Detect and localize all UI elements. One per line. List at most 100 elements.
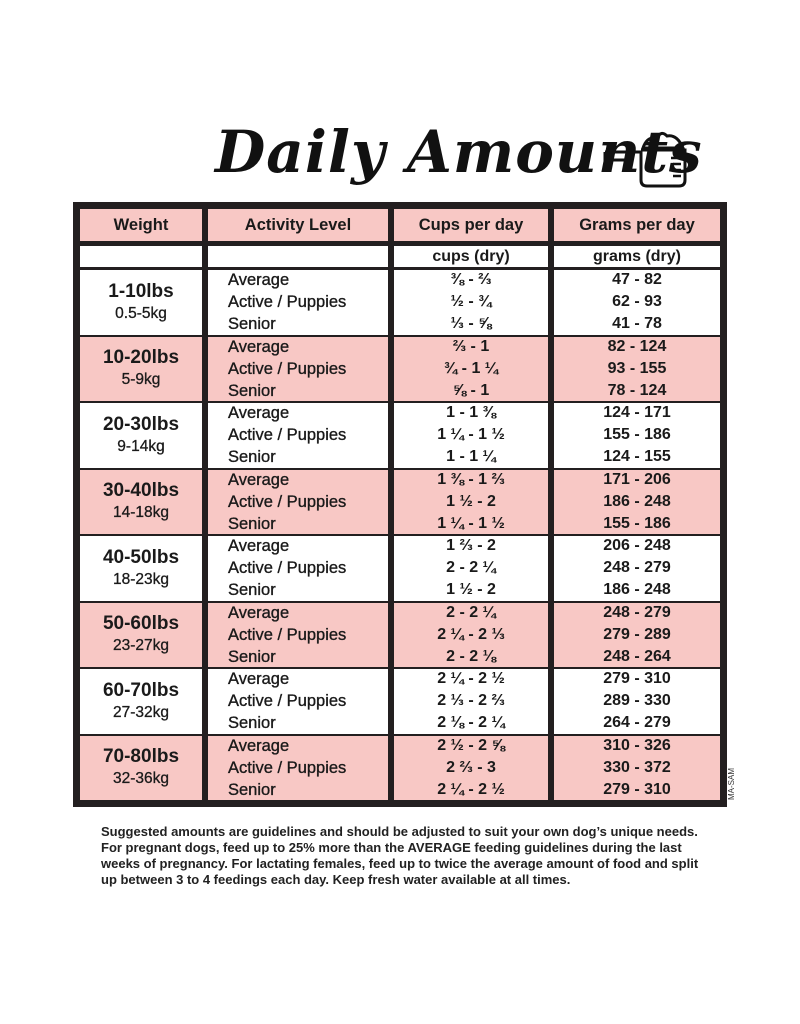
weight-kg: 5-9kg: [121, 371, 161, 389]
activity-level: Average: [228, 404, 290, 423]
weight-kg: 18-23kg: [112, 570, 169, 588]
activity-level: Average: [228, 670, 290, 689]
cups-value: 1 ½ - 2: [446, 492, 496, 510]
activity-level: Senior: [228, 514, 276, 533]
cups-value: 1 ¼ - 1 ½: [437, 426, 505, 444]
cups-value: 2 ¼ - 2 ½: [437, 780, 505, 798]
measuring-cup-icon: [603, 131, 687, 188]
cups-cell: 2 - 2 ¼ 2 ¼ - 2 ⅓ 2 - 2 ⅛: [394, 602, 548, 667]
activity-level: Average: [228, 736, 290, 755]
activity-level: Senior: [228, 448, 276, 467]
activity-cell: Average Active / Puppies Senior: [208, 403, 388, 468]
activity-cell: Average Active / Puppies Senior: [208, 469, 388, 534]
weight-lbs: 20-30lbs: [102, 413, 180, 435]
activity-level: Average: [228, 271, 290, 290]
activity-level: Active / Puppies: [228, 359, 347, 378]
cups-value: 1 ⅔ - 2: [446, 537, 496, 555]
grams-value: 124 - 171: [603, 404, 671, 422]
weight-cell: 10-20lbs 5-9kg: [80, 336, 202, 401]
feeding-table: Weight Activity Level Cups per day Grams…: [73, 202, 727, 807]
weight-cell: 20-30lbs 9-14kg: [80, 403, 202, 468]
activity-cell: Average Active / Puppies Senior: [208, 536, 388, 601]
cups-value: 1 - 1 ⅜: [446, 404, 496, 422]
activity-level: Senior: [228, 581, 276, 600]
grams-value: 248 - 279: [603, 603, 671, 621]
activity-level: Senior: [228, 381, 276, 400]
weight-kg: 14-18kg: [112, 504, 169, 522]
activity-level: Active / Puppies: [228, 492, 347, 511]
cups-cell: 1 ⅜ - 1 ⅔ 1 ½ - 2 1 ¼ - 1 ½: [394, 469, 548, 534]
grams-value: 47 - 82: [612, 271, 662, 289]
header-cups-per-day: Cups per day: [394, 209, 548, 241]
grams-value: 248 - 279: [603, 559, 671, 577]
weight-cell: 50-60lbs 23-27kg: [80, 602, 202, 667]
cups-value: 2 ½ - 2 ⅝: [437, 736, 505, 754]
grams-value: 279 - 310: [603, 780, 671, 798]
grams-value: 93 - 155: [607, 359, 667, 377]
cups-cell: 1 ⅔ - 2 2 - 2 ¼ 1 ½ - 2: [394, 536, 548, 601]
grams-value: 310 - 326: [603, 736, 671, 754]
grams-value: 279 - 310: [603, 670, 671, 688]
weight-lbs: 60-70lbs: [102, 679, 180, 701]
activity-level: Active / Puppies: [228, 625, 347, 644]
activity-cell: Average Active / Puppies Senior: [208, 336, 388, 401]
weight-kg: 32-36kg: [112, 770, 169, 788]
cups-value: ⅔ - 1: [452, 337, 490, 355]
cups-value: 2 - 2 ⅛: [446, 647, 496, 665]
weight-kg: 27-32kg: [112, 703, 169, 721]
weight-kg: 23-27kg: [112, 637, 169, 655]
cups-value: ¾ - 1 ¼: [443, 359, 499, 377]
cups-value: 2 - 2 ¼: [446, 603, 496, 621]
grams-cell: 279 - 310 289 - 330 264 - 279: [554, 669, 720, 734]
activity-level: Active / Puppies: [228, 692, 347, 711]
grams-value: 264 - 279: [603, 714, 671, 732]
grams-value: 155 - 186: [603, 514, 671, 532]
activity-level: Senior: [228, 315, 276, 334]
activity-level: Senior: [228, 714, 276, 733]
weight-lbs: 30-40lbs: [102, 480, 180, 502]
cups-value: 2 ⅓ - 2 ⅔: [437, 692, 505, 710]
grams-cell: 82 - 124 93 - 155 78 - 124: [554, 336, 720, 401]
grams-value: 41 - 78: [612, 315, 662, 333]
activity-level: Senior: [228, 780, 276, 799]
subheader-empty: [80, 246, 202, 267]
activity-level: Active / Puppies: [228, 758, 347, 777]
header-grams-per-day: Grams per day: [554, 209, 720, 241]
grams-cell: 310 - 326 330 - 372 279 - 310: [554, 735, 720, 800]
footnote: Suggested amounts are guidelines and sho…: [101, 824, 699, 887]
weight-lbs: 10-20lbs: [102, 347, 180, 369]
activity-level: Average: [228, 470, 290, 489]
weight-lbs: 70-80lbs: [102, 746, 180, 768]
cups-value: 2 ¼ - 2 ½: [437, 670, 505, 688]
activity-level: Active / Puppies: [228, 426, 347, 445]
weight-cell: 30-40lbs 14-18kg: [80, 469, 202, 534]
cups-value: ⅜ - ⅔: [450, 271, 492, 289]
grams-value: 155 - 186: [603, 426, 671, 444]
activity-level: Average: [228, 537, 290, 556]
cups-cell: 2 ½ - 2 ⅝ 2 ⅔ - 3 2 ¼ - 2 ½: [394, 735, 548, 800]
activity-cell: Average Active / Puppies Senior: [208, 735, 388, 800]
cups-value: 2 ⅛ - 2 ¼: [437, 714, 505, 732]
weight-cell: 40-50lbs 18-23kg: [80, 536, 202, 601]
cups-value: 1 ¼ - 1 ½: [437, 514, 505, 532]
weight-kg: 0.5-5kg: [115, 304, 167, 322]
grams-value: 279 - 289: [603, 625, 671, 643]
grams-value: 78 - 124: [607, 381, 667, 399]
activity-cell: Average Active / Puppies Senior: [208, 602, 388, 667]
activity-level: Average: [228, 603, 290, 622]
grams-value: 186 - 248: [603, 581, 671, 599]
credit: MA-SAM: [727, 768, 736, 800]
activity-level: Active / Puppies: [228, 293, 347, 312]
grams-value: 82 - 124: [607, 337, 667, 355]
cups-value: 1 ½ - 2: [446, 581, 496, 599]
cups-cell: ⅜ - ⅔ ½ - ¾ ⅓ - ⅝: [394, 270, 548, 335]
cups-cell: ⅔ - 1 ¾ - 1 ¼ ⅝ - 1: [394, 336, 548, 401]
grams-cell: 47 - 82 62 - 93 41 - 78: [554, 270, 720, 335]
cups-value: ⅓ - ⅝: [450, 315, 492, 333]
weight-cell: 1-10lbs 0.5-5kg: [80, 270, 202, 335]
grams-value: 171 - 206: [603, 470, 671, 488]
weight-kg: 9-14kg: [117, 437, 165, 455]
cups-cell: 1 - 1 ⅜ 1 ¼ - 1 ½ 1 - 1 ¼: [394, 403, 548, 468]
header-weight: Weight: [80, 209, 202, 241]
activity-cell: Average Active / Puppies Senior: [208, 669, 388, 734]
